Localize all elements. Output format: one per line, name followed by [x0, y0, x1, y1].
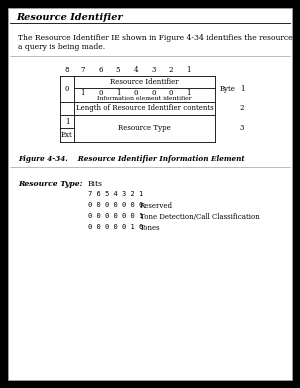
Text: Resource Identifier: Resource Identifier: [110, 78, 179, 86]
Text: Length of Resource Identifier contents: Length of Resource Identifier contents: [76, 104, 213, 113]
Text: 0 0 0 0 0 0 1: 0 0 0 0 0 0 1: [88, 213, 143, 219]
Text: 2: 2: [169, 66, 173, 74]
Text: 0: 0: [169, 89, 173, 97]
Text: Byte: Byte: [220, 85, 236, 93]
Text: Resource Type: Resource Type: [118, 125, 171, 132]
Text: 1: 1: [81, 89, 85, 97]
Text: The Resource Identifier IE shown in Figure 4-34 identifies the resource for whic: The Resource Identifier IE shown in Figu…: [18, 34, 300, 42]
Text: 0 0 0 0 0 1 0: 0 0 0 0 0 1 0: [88, 224, 143, 230]
Text: 1: 1: [186, 89, 191, 97]
Text: 7 6 5 4 3 2 1: 7 6 5 4 3 2 1: [88, 191, 143, 197]
Text: 1: 1: [240, 85, 244, 93]
Text: Tone Detection/Call Classification: Tone Detection/Call Classification: [140, 213, 260, 221]
Text: Reserved: Reserved: [140, 202, 173, 210]
Text: 3: 3: [240, 125, 244, 132]
Text: Ext: Ext: [61, 131, 73, 139]
Text: 0 0 0 0 0 0 0: 0 0 0 0 0 0 0: [88, 202, 143, 208]
Text: 5: 5: [116, 66, 120, 74]
Text: 3: 3: [151, 66, 155, 74]
Text: 6: 6: [98, 66, 103, 74]
Text: Tones: Tones: [140, 224, 160, 232]
Text: 4: 4: [134, 66, 138, 74]
Text: 0: 0: [134, 89, 138, 97]
Text: Information element identifier: Information element identifier: [97, 95, 192, 100]
Text: 7: 7: [81, 66, 85, 74]
Text: Resource Type:: Resource Type:: [18, 180, 83, 188]
Text: 0: 0: [65, 85, 69, 93]
Text: 1: 1: [65, 118, 69, 125]
Text: Figure 4-34.    Resource Identifier Information Element: Figure 4-34. Resource Identifier Informa…: [18, 155, 245, 163]
Text: Bits: Bits: [88, 180, 103, 188]
Text: 0: 0: [98, 89, 103, 97]
Text: a query is being made.: a query is being made.: [18, 43, 105, 51]
Text: 2: 2: [240, 104, 244, 113]
Text: 1: 1: [116, 89, 120, 97]
Text: Resource Identifier: Resource Identifier: [16, 13, 123, 22]
Text: 0: 0: [151, 89, 156, 97]
Text: 1: 1: [186, 66, 191, 74]
Text: 8: 8: [65, 66, 69, 74]
